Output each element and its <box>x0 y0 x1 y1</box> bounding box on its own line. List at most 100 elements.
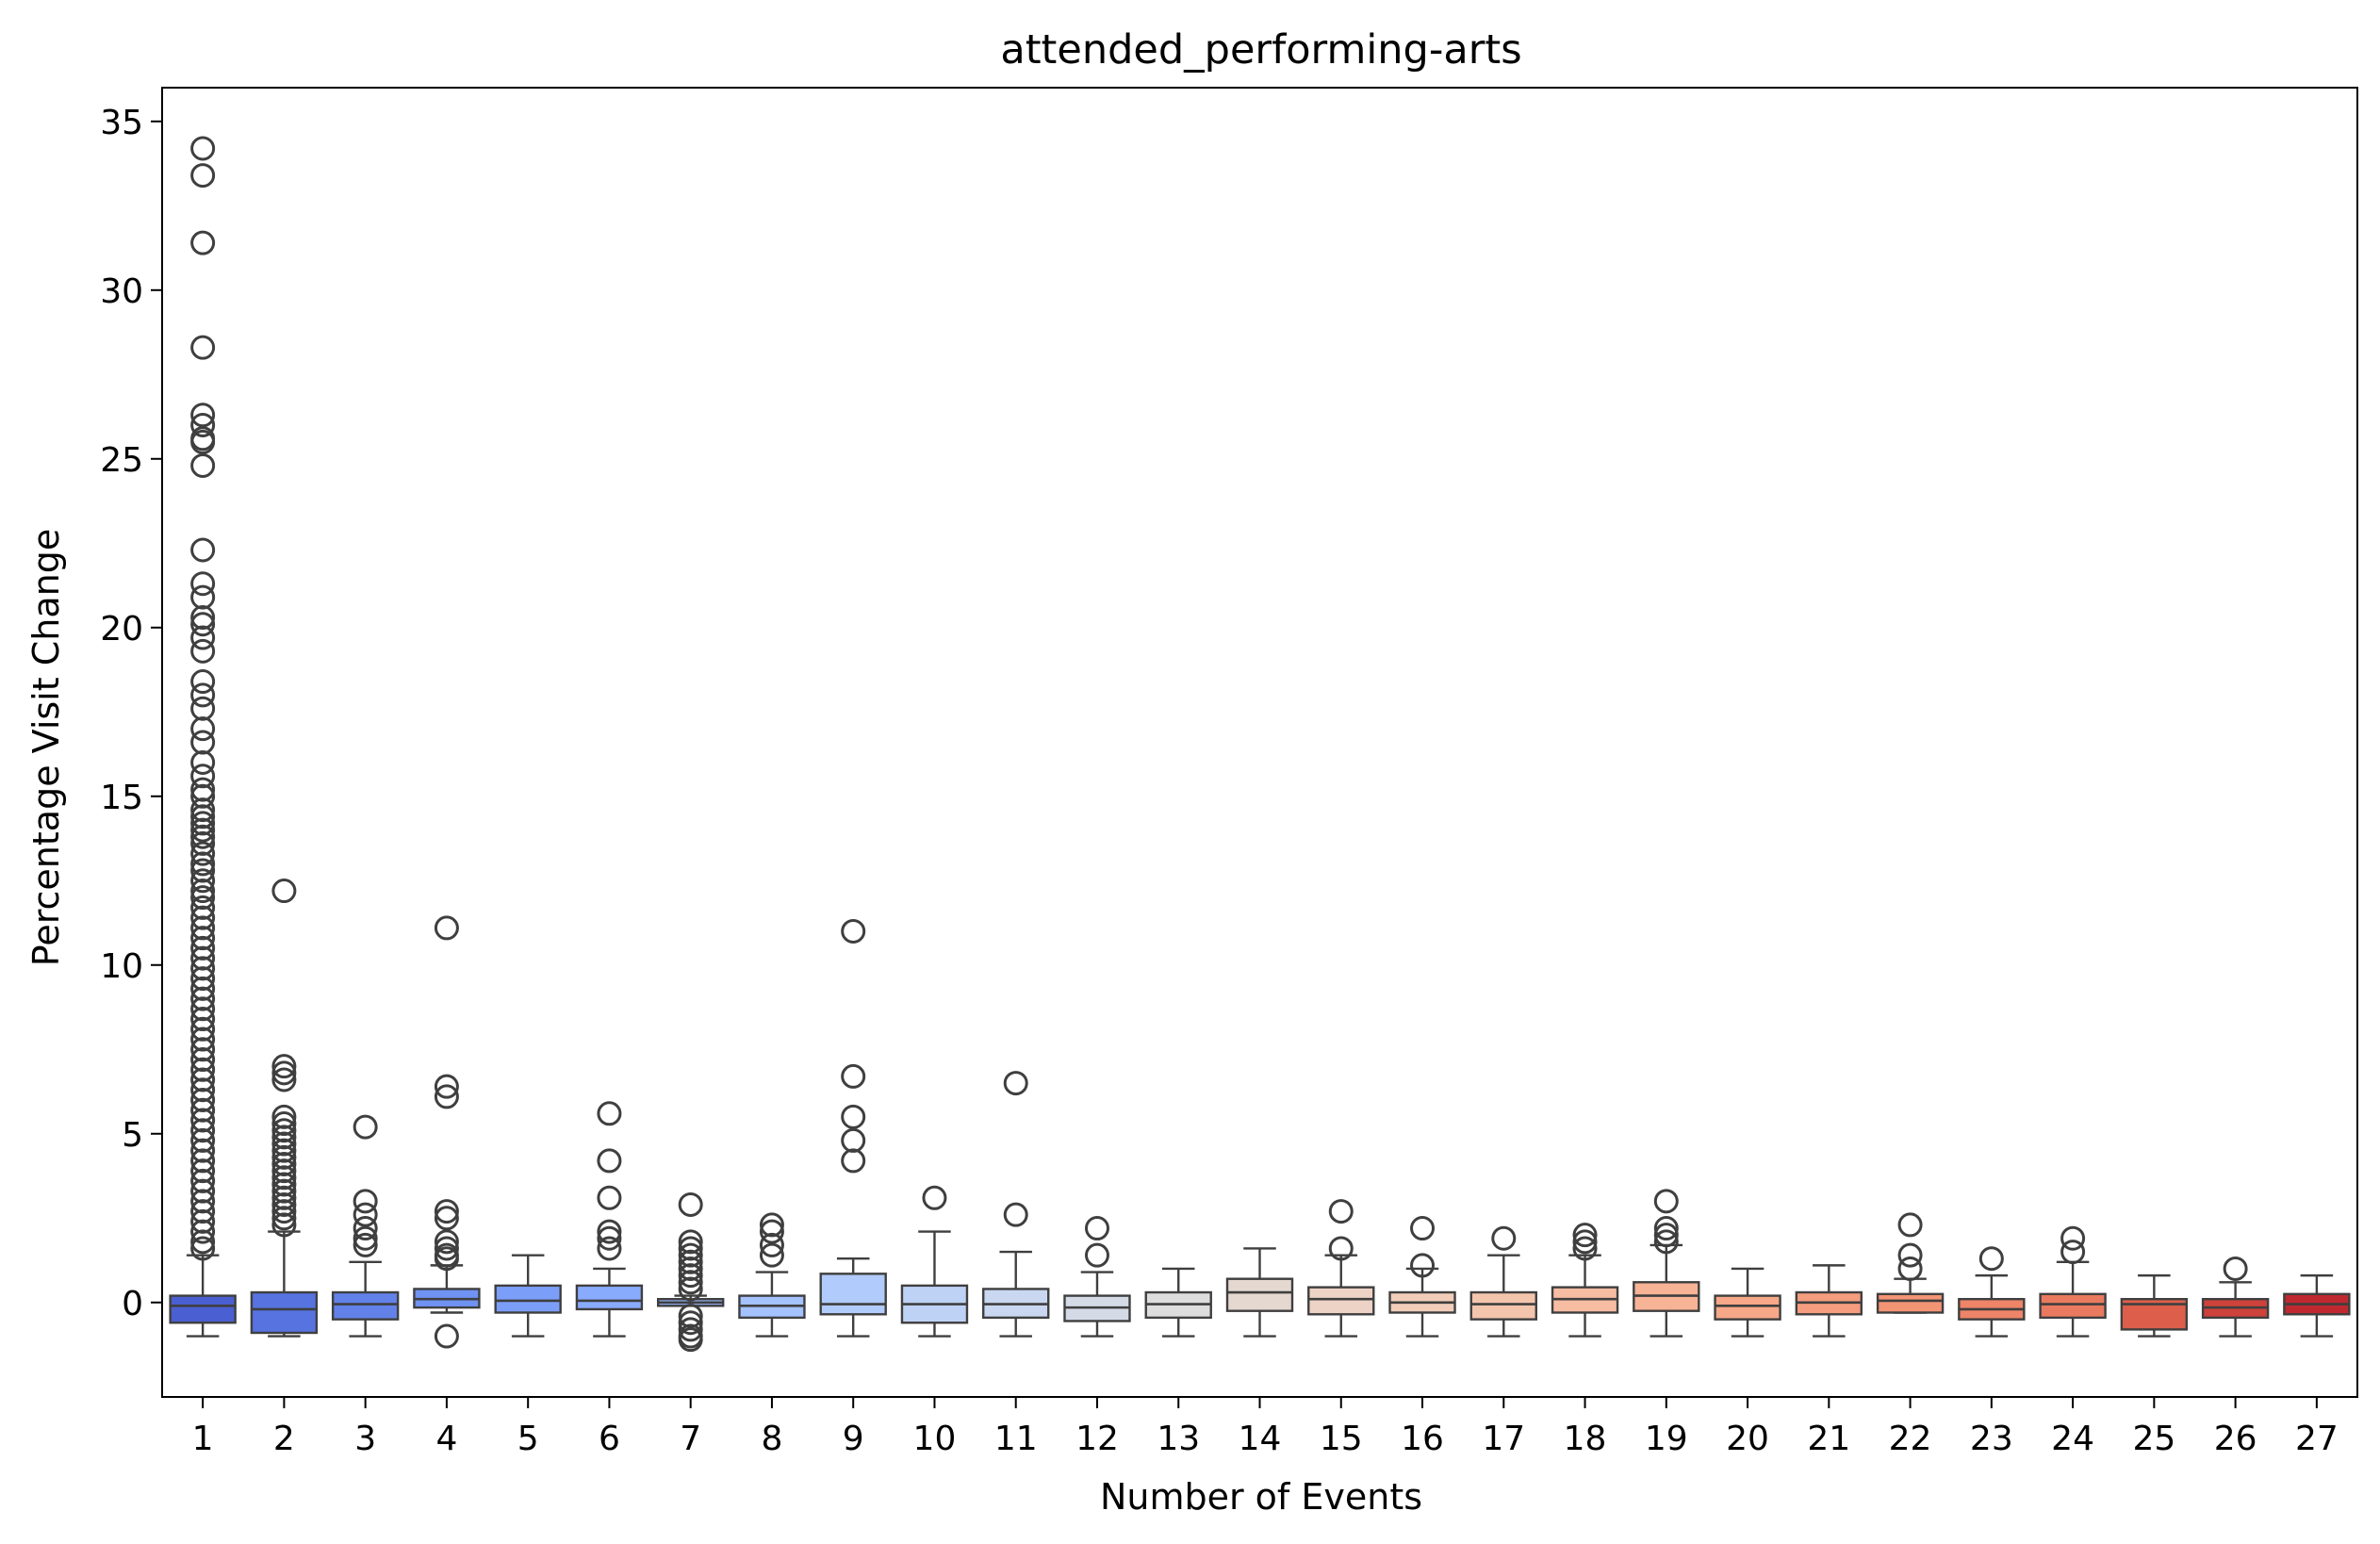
x-tick-label: 16 <box>1401 1420 1444 1458</box>
outlier-point <box>190 1199 216 1224</box>
box-iqr <box>1307 1286 1375 1316</box>
outlier-point <box>190 571 216 597</box>
outlier-point <box>1410 1216 1436 1241</box>
outlier-point <box>190 1007 216 1032</box>
outlier-point <box>597 1185 622 1210</box>
x-axis: 1 2 3 4 5 6 7 8 9 10 11 12 13 14 15 16 17 18 19 20 21 22 23 24 2… <box>192 1397 2339 1458</box>
outlier-point <box>678 1276 703 1302</box>
plot-area <box>169 136 2351 1353</box>
box-iqr <box>494 1284 562 1314</box>
outlier-point <box>271 1199 297 1224</box>
outlier-point <box>271 1054 297 1079</box>
outlier-point <box>190 716 216 742</box>
x-tick-label: 6 <box>599 1420 620 1458</box>
outlier-point <box>190 1037 216 1062</box>
outlier-point <box>190 1178 216 1204</box>
outlier-point <box>434 915 459 941</box>
outlier-point <box>1003 1202 1028 1227</box>
outlier-point <box>190 230 216 255</box>
outlier-point <box>434 1206 459 1231</box>
outlier-point <box>271 1138 297 1163</box>
outlier-point <box>597 1101 622 1126</box>
outlier-point <box>190 696 216 721</box>
outlier-point <box>190 1077 216 1103</box>
x-tick-label: 25 <box>2132 1420 2175 1458</box>
box-iqr <box>2039 1292 2107 1320</box>
outlier-point <box>271 1206 297 1231</box>
outlier-point <box>190 1229 216 1255</box>
outlier-point <box>759 1242 784 1268</box>
box-group-15 <box>1307 1199 1375 1338</box>
outlier-point <box>759 1212 784 1238</box>
outlier-point <box>190 1087 216 1112</box>
outlier-point <box>271 1191 297 1217</box>
outlier-point <box>434 1084 459 1109</box>
outlier-point <box>841 1148 866 1174</box>
x-tick-label: 14 <box>1239 1420 1282 1458</box>
outlier-point <box>190 1047 216 1073</box>
x-tick-label: 12 <box>1075 1420 1119 1458</box>
outlier-point <box>353 1216 378 1241</box>
box-group-24 <box>2039 1225 2107 1338</box>
outlier-point <box>271 1172 297 1197</box>
box-iqr <box>1225 1277 1294 1312</box>
outlier-point <box>1897 1242 1923 1268</box>
y-tick-label: 20 <box>100 610 143 649</box>
outlier-point <box>190 584 216 610</box>
box-group-10 <box>900 1185 969 1338</box>
x-tick-label: 4 <box>435 1420 457 1458</box>
outlier-point <box>190 638 216 664</box>
outlier-point <box>434 1323 459 1349</box>
outlier-point <box>678 1256 703 1281</box>
outlier-point <box>271 1125 297 1150</box>
outlier-point <box>190 895 216 920</box>
outlier-point <box>353 1202 378 1227</box>
box-group-1 <box>169 136 237 1338</box>
outlier-point <box>190 1236 216 1261</box>
outlier-point <box>434 1229 459 1255</box>
outlier-point <box>353 1114 378 1140</box>
x-tick-label: 26 <box>2214 1420 2257 1458</box>
outlier-point <box>1491 1225 1517 1251</box>
x-tick-label: 8 <box>761 1420 782 1458</box>
outlier-point <box>190 797 216 823</box>
outlier-point <box>678 1191 703 1217</box>
outlier-point <box>190 452 216 478</box>
outlier-point <box>190 1168 216 1193</box>
outlier-point <box>271 1118 297 1143</box>
box-group-27 <box>2283 1273 2351 1338</box>
box-group-13 <box>1144 1267 1212 1338</box>
y-tick-label: 25 <box>100 441 143 480</box>
outlier-point <box>190 1148 216 1174</box>
y-tick-label: 30 <box>100 272 143 311</box>
outlier-point <box>841 1104 866 1129</box>
chart-title: attended_performing-arts <box>1000 26 1521 74</box>
outlier-point <box>1003 1071 1028 1096</box>
outlier-point <box>597 1225 622 1251</box>
outlier-point <box>1328 1236 1354 1261</box>
outlier-point <box>271 1178 297 1204</box>
outlier-point <box>759 1219 784 1244</box>
outlier-point <box>190 537 216 563</box>
outlier-point <box>841 1127 866 1153</box>
outlier-point <box>678 1236 703 1261</box>
outlier-point <box>190 811 216 836</box>
outlier-point <box>190 926 216 951</box>
box-iqr <box>575 1284 644 1311</box>
x-tick-label: 20 <box>1726 1420 1769 1458</box>
x-tick-label: 9 <box>843 1420 864 1458</box>
x-tick-label: 5 <box>517 1420 539 1458</box>
outlier-point <box>190 841 216 866</box>
outlier-point <box>434 1236 459 1261</box>
outlier-point <box>1572 1223 1598 1248</box>
y-axis: 0 5 10 15 20 25 30 35 <box>100 104 162 1323</box>
outlier-point <box>190 885 216 911</box>
outlier-point <box>678 1270 703 1295</box>
outlier-point <box>353 1225 378 1251</box>
outlier-point <box>353 1232 378 1257</box>
outlier-point <box>1084 1216 1109 1241</box>
outlier-point <box>190 945 216 971</box>
box-group-5 <box>494 1254 562 1338</box>
box-iqr <box>331 1290 400 1321</box>
outlier-point <box>190 429 216 454</box>
